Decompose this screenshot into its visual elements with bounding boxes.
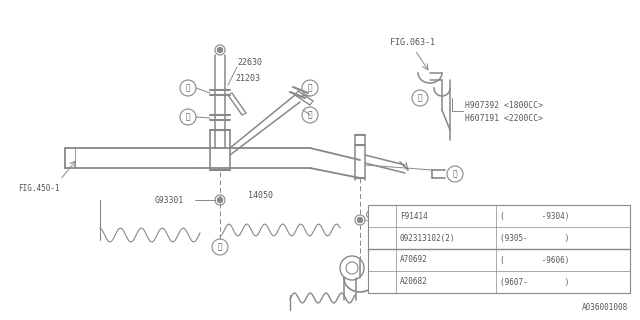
Text: A70692: A70692: [400, 255, 428, 265]
Text: F91414: F91414: [400, 212, 428, 220]
Text: FIG.450-1: FIG.450-1: [18, 183, 60, 193]
Text: A20682: A20682: [400, 277, 428, 286]
Text: H607191 <2200CC>: H607191 <2200CC>: [465, 114, 543, 123]
Text: (        -9304): ( -9304): [500, 212, 570, 220]
Text: ①: ①: [452, 170, 458, 179]
Bar: [368, 205, 630, 293]
Text: H907392 <1800CC>: H907392 <1800CC>: [465, 100, 543, 109]
Text: ②: ②: [186, 84, 190, 92]
Text: ②: ②: [308, 84, 312, 92]
Text: ①: ①: [418, 93, 422, 102]
Text: ①: ①: [380, 222, 384, 231]
Circle shape: [218, 47, 223, 52]
Text: ②: ②: [308, 110, 312, 119]
Text: (        -9606): ( -9606): [500, 255, 570, 265]
Text: (9305-        ): (9305- ): [500, 234, 570, 243]
Text: ②: ②: [218, 243, 222, 252]
Circle shape: [358, 218, 362, 222]
Text: 22630: 22630: [237, 58, 262, 67]
Text: G93301: G93301: [366, 211, 396, 220]
Text: 14050: 14050: [248, 190, 273, 199]
Text: ②: ②: [186, 113, 190, 122]
Text: (9607-        ): (9607- ): [500, 277, 570, 286]
Circle shape: [218, 197, 223, 203]
Text: ②: ②: [380, 267, 384, 276]
Text: 092313102(2): 092313102(2): [400, 234, 456, 243]
Text: 21203: 21203: [235, 74, 260, 83]
Text: A036001008: A036001008: [582, 303, 628, 312]
Text: FIG.063-1: FIG.063-1: [390, 37, 435, 46]
Text: G93301: G93301: [155, 196, 184, 204]
